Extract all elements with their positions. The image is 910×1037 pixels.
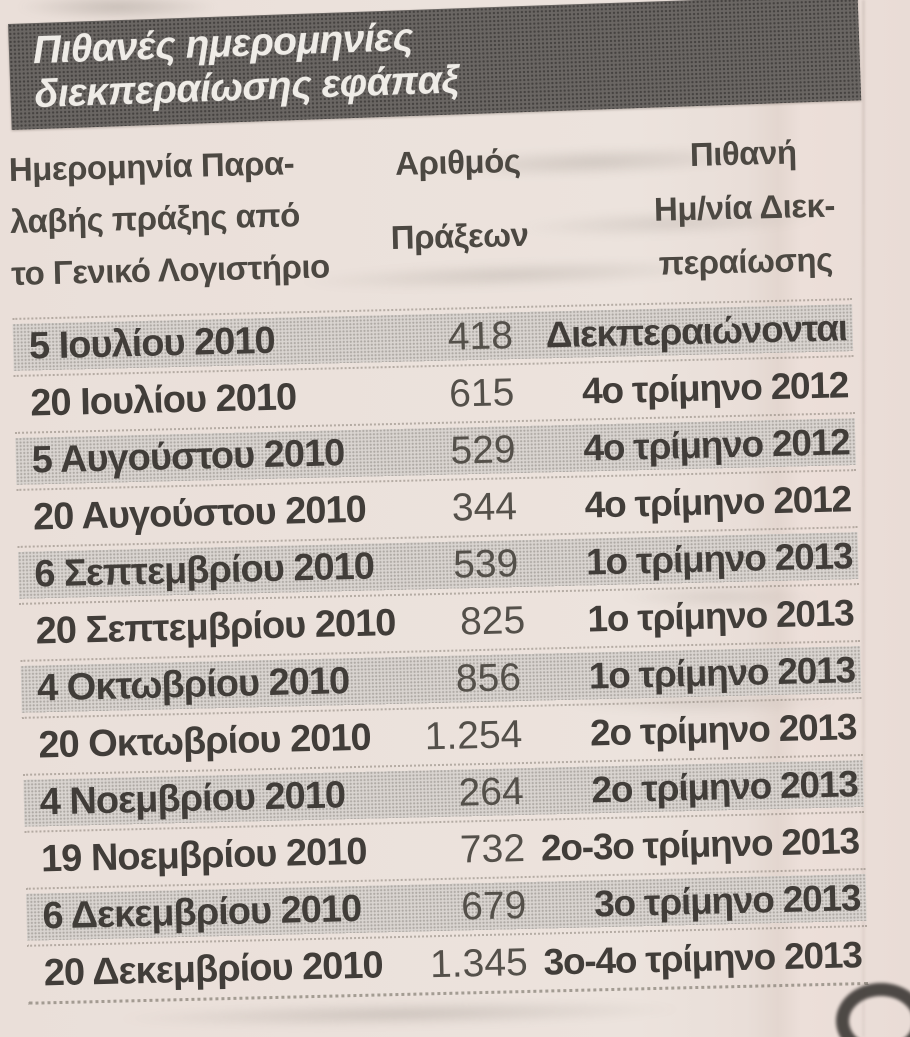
row-processing-quarter: 1ο τρίμηνο 2013: [585, 534, 853, 582]
row-acts-count: 529: [449, 427, 517, 473]
row-acts-count: 732: [459, 826, 526, 872]
row-processing-quarter: 4ο τρίμηνο 2012: [582, 420, 850, 469]
row-processing-quarter: 4ο τρίμηνο 2012: [584, 477, 852, 526]
row-processing-quarter-cell: Διεκπεραιώνονται: [512, 307, 853, 357]
row-receipt-date: 5 Αυγούστου 2010: [31, 432, 345, 482]
row-receipt-date: 20 Δεκεμβρίου 2010: [43, 944, 384, 995]
row-processing-quarter-cell: 4ο τρίμηνο 2012: [516, 478, 857, 528]
row-receipt-date: 4 Νοεμβρίου 2010: [39, 774, 346, 824]
row-processing-quarter: 4ο τρίμηνο 2012: [581, 363, 849, 412]
row-acts-count: 615: [448, 370, 515, 416]
column-header-probable-processing-date: Πιθανή Ημ/νία Διεκ- περαίωσης: [653, 133, 836, 282]
row-receipt-date: 20 Οκτωβρίου 2010: [37, 716, 372, 767]
row-receipt-date: 20 Ιουλίου 2010: [29, 376, 297, 425]
row-acts-count: 1.345: [429, 940, 529, 986]
row-processing-quarter-cell: 4ο τρίμηνο 2012: [515, 421, 856, 471]
table-body: 5 Ιουλίου 2010 418 Διεκπεραιώνονται 20 Ι…: [12, 298, 869, 1005]
row-acts-count: 418: [447, 313, 514, 359]
row-processing-quarter-cell: 1ο τρίμηνο 2013: [518, 535, 859, 585]
row-processing-quarter-cell: 1ο τρίμηνο 2013: [520, 649, 861, 699]
cut-off-headline-glyph: [836, 983, 910, 1037]
row-acts-count: 264: [458, 769, 525, 815]
row-processing-quarter: 2ο τρίμηνο 2013: [589, 705, 857, 753]
row-processing-quarter: 3ο τρίμηνο 2013: [593, 876, 861, 924]
row-processing-quarter: 2ο τρίμηνο 2013: [590, 762, 859, 810]
row-processing-quarter-cell: 2ο-3ο τρίμηνο 2013: [524, 820, 865, 870]
row-receipt-date: 6 Δεκεμβρίου 2010: [41, 887, 362, 938]
row-receipt-date: 5 Ιουλίου 2010: [28, 319, 276, 368]
row-processing-quarter: 1ο τρίμηνο 2013: [588, 648, 856, 696]
row-processing-quarter: 1ο τρίμηνο 2013: [586, 591, 854, 639]
row-receipt-date: 19 Νοεμβρίου 2010: [40, 830, 367, 881]
row-processing-quarter-cell: 3ο τρίμηνο 2013: [526, 876, 867, 926]
row-acts-count: 679: [460, 883, 527, 929]
row-receipt-date: 4 Οκτωβρίου 2010: [36, 660, 350, 710]
row-processing-quarter-cell: 4ο τρίμηνο 2012: [514, 364, 855, 414]
row-acts-count: 825: [459, 598, 526, 643]
lump-sum-processing-table: Ημερομηνία Παρα- λαβής πράξης από το Γεν…: [8, 114, 869, 1005]
column-header-receipt-date: Ημερομηνία Παρα- λαβής πράξης από το Γεν…: [8, 144, 331, 292]
row-receipt-date: 6 Σεπτεμβρίου 2010: [33, 545, 375, 596]
row-processing-quarter-cell: 2ο τρίμηνο 2013: [523, 763, 864, 813]
row-acts-count: 1.254: [424, 712, 523, 758]
row-processing-quarter: 3ο-4ο τρίμηνο 2013: [543, 933, 863, 983]
row-receipt-date: 20 Σεπτεμβρίου 2010: [35, 602, 396, 653]
row-processing-quarter-cell: 2ο τρίμηνο 2013: [522, 706, 863, 756]
row-processing-quarter: 2ο-3ο τρίμηνο 2013: [540, 819, 860, 869]
page-title: Πιθανές ημερομηνίες διεκπεραίωσης εφάπαξ: [32, 15, 460, 117]
row-acts-count: 539: [452, 541, 519, 587]
row-processing-quarter-cell: 3ο-4ο τρίμηνο 2013: [527, 933, 868, 983]
column-header-number-of-acts: Αριθμός Πράξεων: [390, 141, 529, 257]
bleed-through-smudge: [119, 997, 681, 1031]
row-acts-count: 856: [455, 655, 522, 701]
row-acts-count: 344: [451, 484, 518, 530]
row-processing-quarter: Διεκπεραιώνονται: [545, 306, 848, 355]
row-processing-quarter-cell: 1ο τρίμηνο 2013: [525, 592, 860, 642]
table-title-banner: Πιθανές ημερομηνίες διεκπεραίωσης εφάπαξ: [8, 0, 862, 130]
row-receipt-date: 20 Αυγούστου 2010: [32, 488, 367, 539]
table-header: Ημερομηνία Παρα- λαβής πράξης από το Γεν…: [8, 114, 852, 318]
